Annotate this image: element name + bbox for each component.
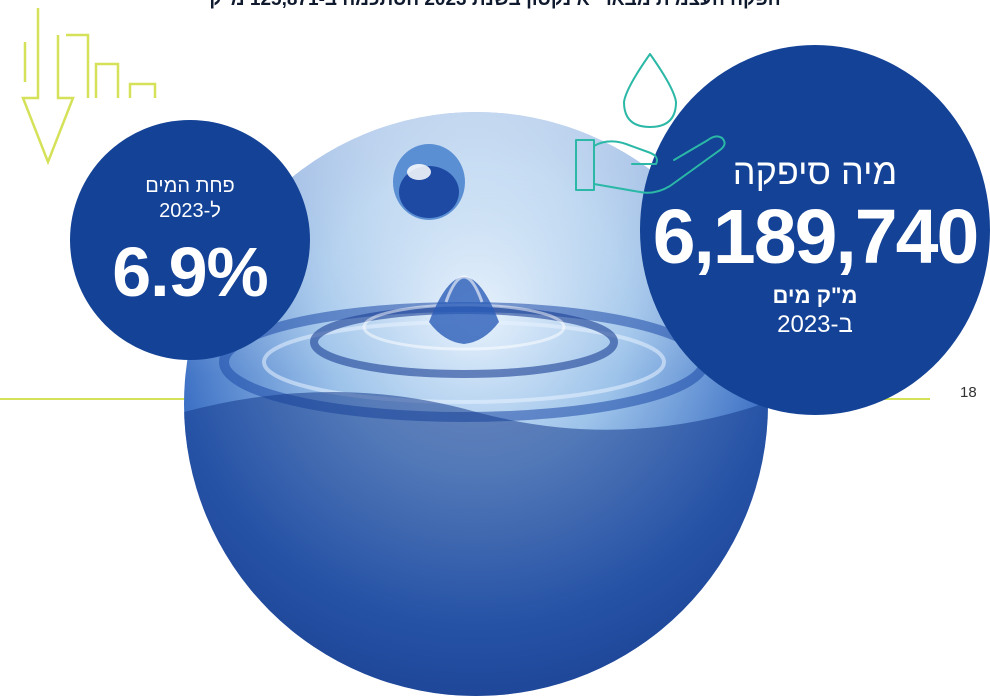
water-supply-year: ב-2023 <box>777 311 853 338</box>
water-supply-unit: מ"ק מים <box>772 283 858 308</box>
water-loss-year: ל-2023 <box>159 200 221 222</box>
page-number: 18 <box>960 384 977 401</box>
down-arrow-bars-icon <box>21 8 157 166</box>
water-supply-value: 6,189,740 <box>652 194 980 280</box>
water-loss-stat-circle: פחת המים ל-2023 6.9% <box>70 120 310 360</box>
footer-rule-left <box>0 398 200 400</box>
page-header: הפקה העצמית מבארי אינקסון בשנת 2023 הסתכ… <box>0 0 990 11</box>
water-loss-label: פחת המים <box>145 175 235 197</box>
water-loss-value: 6.9% <box>112 233 269 311</box>
water-supply-stat-circle: מיה סיפקה 6,189,740 מ"ק מים ב-2023 <box>640 45 990 415</box>
water-supply-label: מיה סיפקה <box>732 151 898 192</box>
water-drop-hand-icon <box>575 53 726 194</box>
